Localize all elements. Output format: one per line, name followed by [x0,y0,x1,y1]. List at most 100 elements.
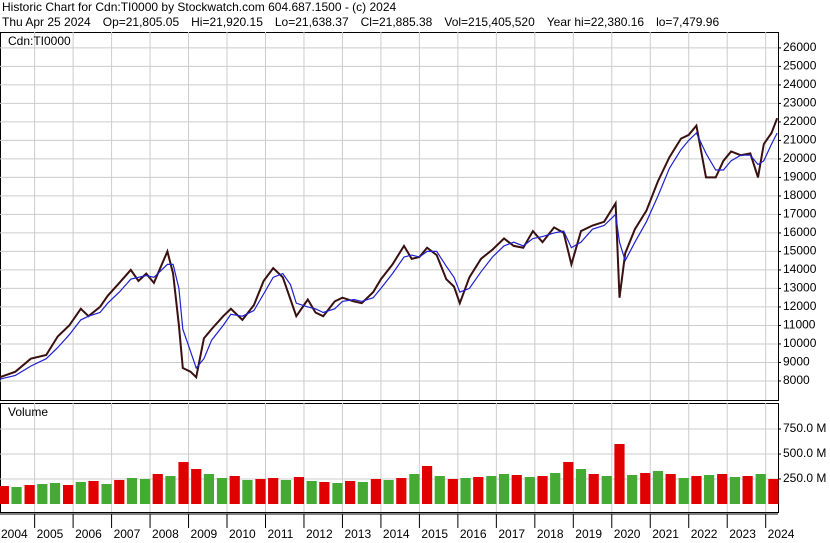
volume-bar [550,473,561,504]
volume-bar [498,474,510,504]
volume-bar [370,479,382,504]
x-tick-label: 2020 [614,527,641,541]
x-tick-label: 2011 [267,527,293,541]
stat: Thu Apr 25 2024 [2,15,91,29]
volume-bar [691,476,702,504]
y-tick-label: 13000 [783,281,817,295]
y-tick-label: 18000 [783,188,817,202]
stat: Year hi=22,380.16 [546,15,645,29]
x-tick-label: 2024 [768,527,795,541]
volume-bar [511,475,522,504]
y-tick-label: 24000 [783,77,817,91]
volume-bar [447,479,458,504]
volume-bar [614,444,625,504]
stat: Cl=21,885.38 [360,15,433,29]
volume-bar [601,476,612,504]
volume-bar [49,483,61,504]
volume-bar [524,477,535,504]
stat: Hi=21,920.15 [191,15,263,29]
x-tick-label: 2019 [575,527,602,541]
x-tick-label: 2013 [344,527,371,541]
volume-bar [345,481,356,504]
volume-bar [229,476,240,504]
x-tick-label: 2023 [729,527,756,541]
y-tick-label: 23000 [783,96,817,110]
volume-bar [293,477,305,504]
volume-bar [63,485,74,504]
volume-bar [588,474,599,504]
volume-bar [24,485,35,504]
x-tick-label: 2008 [152,527,179,541]
x-tick-label: 2014 [383,527,410,541]
panel [0,32,779,401]
volume-bar [486,476,497,504]
price-line [0,117,779,380]
volume-bar [665,474,676,504]
x-tick-label: 2015 [421,527,448,541]
volume-bar [357,482,368,504]
volume-bar [216,478,228,504]
volume-bar [139,479,151,504]
y-tick-label: 25000 [783,59,817,73]
volume-bar [255,479,266,504]
volume-bar [178,462,189,504]
volume-bar [268,478,279,504]
x-tick-label: 2009 [191,527,218,541]
x-tick-label: 2004 [1,527,28,541]
y-tick-label: 250.0 M [783,471,826,485]
volume-bar [280,480,291,504]
volume-bar [306,481,317,504]
volume-bar [640,473,651,504]
volume-bar [575,469,587,504]
volume-bar [101,484,112,504]
volume-bar [421,466,433,504]
stat: Lo=21,638.37 [274,15,349,29]
volume-bar [396,478,407,504]
volume-bar [434,476,445,504]
stat: Vol=215,405,520 [444,15,535,29]
y-tick-label: 17000 [783,207,817,221]
volume-bar [0,486,9,504]
x-tick-label: 2012 [306,527,333,541]
y-tick-label: 16000 [783,225,817,239]
panel-label: Volume [8,405,48,419]
x-tick-label: 2010 [229,527,256,541]
volume-bar [678,478,689,504]
volume-bar [319,482,330,504]
y-tick-label: 26000 [783,40,817,54]
y-tick-label: 750.0 M [783,421,826,435]
volume-bar [242,480,253,504]
volume-bar [755,474,766,504]
stat: Op=21,805.05 [102,15,180,29]
volume-bar [409,474,420,504]
volume-bar [114,480,125,504]
volume-bar [717,474,728,504]
y-tick-label: 11000 [783,318,816,332]
x-tick-label: 2021 [652,527,679,541]
volume-bar [652,471,664,504]
volume-bar [75,482,86,504]
price-line [0,131,778,380]
stat: lo=7,479.96 [656,15,720,29]
volume-bar [563,462,574,504]
volume-bar [88,481,99,504]
x-tick-label: 2022 [691,527,718,541]
volume-bar [152,474,163,504]
x-tick-label: 2017 [498,527,525,541]
panel-label: Cdn:TI0000 [8,34,71,48]
volume-bar [537,476,548,504]
volume-bar [11,487,22,504]
y-tick-label: 21000 [783,133,817,147]
x-tick-label: 2016 [460,527,487,541]
volume-bar [729,477,741,504]
volume-bar [165,476,176,504]
volume-bar [383,480,394,504]
y-tick-label: 12000 [783,299,817,313]
volume-bar [742,476,753,504]
volume-bar [627,475,638,504]
y-tick-label: 14000 [783,262,817,276]
y-tick-label: 20000 [783,151,817,165]
y-tick-label: 9000 [783,355,810,369]
volume-bar [704,475,715,504]
